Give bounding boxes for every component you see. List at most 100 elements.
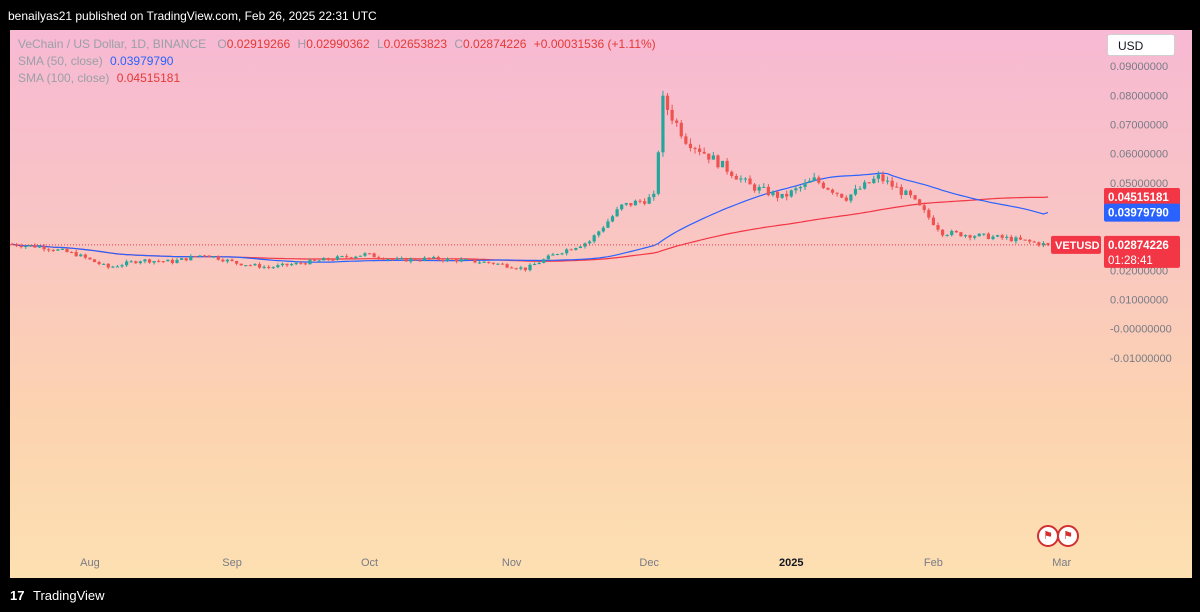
candle — [1032, 241, 1036, 243]
candle — [1037, 242, 1041, 246]
candle — [624, 203, 628, 205]
high-label: H — [297, 37, 307, 51]
candle — [853, 188, 858, 195]
y-tick-label: 0.08000000 — [1110, 90, 1168, 102]
candle — [427, 257, 431, 259]
sma50-line — [11, 172, 1049, 263]
candle — [386, 259, 390, 261]
symbol-tag: VETUSD — [1055, 240, 1100, 252]
candle — [422, 257, 427, 261]
candle — [358, 255, 362, 257]
candle — [748, 178, 752, 185]
candle — [936, 225, 940, 230]
low-value: 0.02653823 — [383, 37, 448, 51]
candle — [445, 258, 450, 261]
candle — [656, 152, 660, 194]
change-value: +0.00031536 (+1.11%) — [533, 37, 656, 51]
candle — [922, 205, 926, 211]
tradingview-logo-icon[interactable]: 17 — [10, 588, 25, 603]
candle — [147, 259, 152, 263]
candle — [51, 249, 55, 251]
candle — [785, 193, 789, 197]
candle — [753, 184, 757, 191]
us-flag-event-icon[interactable]: ⚑ — [1037, 525, 1059, 547]
candle — [638, 200, 642, 202]
candle — [679, 122, 683, 137]
chart-legend: VeChain / US Dollar, 1D, BINANCE O0.0291… — [18, 36, 656, 87]
candle — [455, 259, 459, 262]
candle — [963, 235, 968, 237]
candle — [111, 266, 115, 268]
currency-button[interactable]: USD — [1107, 34, 1175, 56]
candle — [221, 259, 225, 262]
candle — [670, 109, 674, 121]
candle — [743, 178, 748, 180]
candle — [33, 245, 37, 248]
us-flag-event-icon[interactable]: ⚑ — [1057, 525, 1079, 547]
candle — [918, 199, 922, 206]
candle — [189, 256, 193, 261]
candle — [88, 257, 92, 260]
x-tick-label: Oct — [361, 557, 378, 569]
candle — [47, 249, 51, 251]
footer-brand[interactable]: TradingView — [33, 588, 105, 603]
candle — [464, 259, 468, 261]
candle — [354, 256, 358, 259]
candle — [973, 236, 977, 238]
candle — [895, 186, 899, 188]
x-tick-label: Nov — [502, 557, 522, 569]
candle — [720, 160, 725, 168]
candle — [248, 265, 252, 267]
candle — [432, 257, 436, 259]
candle — [881, 174, 885, 182]
candle — [225, 259, 230, 262]
candle — [299, 262, 303, 264]
candle — [629, 203, 633, 206]
candle — [152, 261, 156, 263]
candle — [826, 188, 830, 190]
sma50-row[interactable]: SMA (50, close) 0.03979790 — [18, 53, 656, 70]
candle — [170, 259, 175, 264]
candle — [487, 261, 491, 263]
candle — [808, 180, 812, 183]
candle — [899, 186, 903, 195]
candle — [97, 262, 101, 265]
candle — [500, 263, 505, 265]
candle — [134, 261, 138, 264]
candle — [977, 233, 981, 237]
x-tick-label: Aug — [80, 557, 100, 569]
candle — [390, 259, 395, 261]
chart-pane[interactable]: 0.09000000 0.08000000 0.07000000 0.06000000… — [10, 30, 1192, 578]
candle — [349, 257, 353, 259]
candle — [587, 241, 592, 244]
candle — [1041, 243, 1046, 246]
sma100-price-tag-bg — [1104, 188, 1180, 207]
candle — [675, 120, 679, 123]
candle — [771, 191, 775, 196]
sma100-value: 0.04515181 — [116, 71, 181, 85]
candle — [409, 258, 413, 262]
candle — [904, 190, 908, 195]
y-tick-label: -0.01000000 — [1110, 353, 1172, 365]
candle — [885, 180, 890, 182]
sma100-line — [11, 196, 1049, 262]
candle — [931, 217, 935, 226]
candle — [413, 258, 417, 261]
last-price-tag-bg — [1104, 235, 1180, 268]
sma50-price-tag: 0.03979790 — [1108, 208, 1169, 220]
sma100-row[interactable]: SMA (100, close) 0.04515181 — [18, 70, 656, 87]
candle — [308, 259, 312, 265]
candle — [1028, 239, 1032, 242]
candle — [835, 192, 839, 194]
price-chart[interactable]: 0.09000000 0.08000000 0.07000000 0.06000000… — [10, 30, 1192, 578]
candle — [840, 193, 844, 198]
candle — [198, 255, 202, 257]
candle — [775, 191, 780, 198]
y-tick-label: 0.01000000 — [1110, 295, 1168, 307]
candle — [74, 252, 78, 257]
candle — [890, 180, 894, 187]
candle — [908, 190, 913, 196]
candle — [161, 261, 165, 263]
last-price-value: 0.02874226 — [1108, 240, 1169, 252]
open-value: 0.02919266 — [226, 37, 291, 51]
